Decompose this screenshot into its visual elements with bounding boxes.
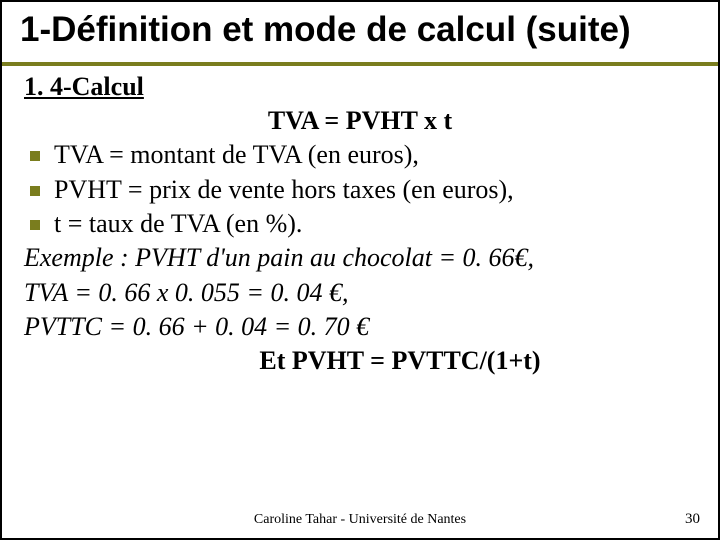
subheading: 1. 4-Calcul [24,72,696,102]
bullet-text: PVHT = prix de vente hors taxes (en euro… [54,173,514,207]
bullet-text: t = taux de TVA (en %). [54,207,302,241]
list-item: PVHT = prix de vente hors taxes (en euro… [24,173,696,207]
bullet-text: TVA = montant de TVA (en euros), [54,138,419,172]
example-line: PVTTC = 0. 66 + 0. 04 = 0. 70 € [24,310,696,344]
bullet-icon [30,151,40,161]
secondary-formula: Et PVHT = PVTTC/(1+t) [24,346,696,376]
content-area: 1. 4-Calcul TVA = PVHT x t TVA = montant… [2,66,718,376]
list-item: t = taux de TVA (en %). [24,207,696,241]
page-number: 30 [685,511,700,528]
bullet-icon [30,220,40,230]
title-section: 1-Définition et mode de calcul (suite) [2,2,718,66]
footer-text: Caroline Tahar - Université de Nantes [2,512,718,528]
slide-title: 1-Définition et mode de calcul (suite) [20,10,700,50]
list-item: TVA = montant de TVA (en euros), [24,138,696,172]
example-line: Exemple : PVHT d'un pain au chocolat = 0… [24,241,696,275]
main-formula: TVA = PVHT x t [24,106,696,136]
slide-frame: 1-Définition et mode de calcul (suite) 1… [0,0,720,540]
example-line: TVA = 0. 66 x 0. 055 = 0. 04 €, [24,276,696,310]
bullet-list: TVA = montant de TVA (en euros), PVHT = … [24,138,696,241]
bullet-icon [30,186,40,196]
